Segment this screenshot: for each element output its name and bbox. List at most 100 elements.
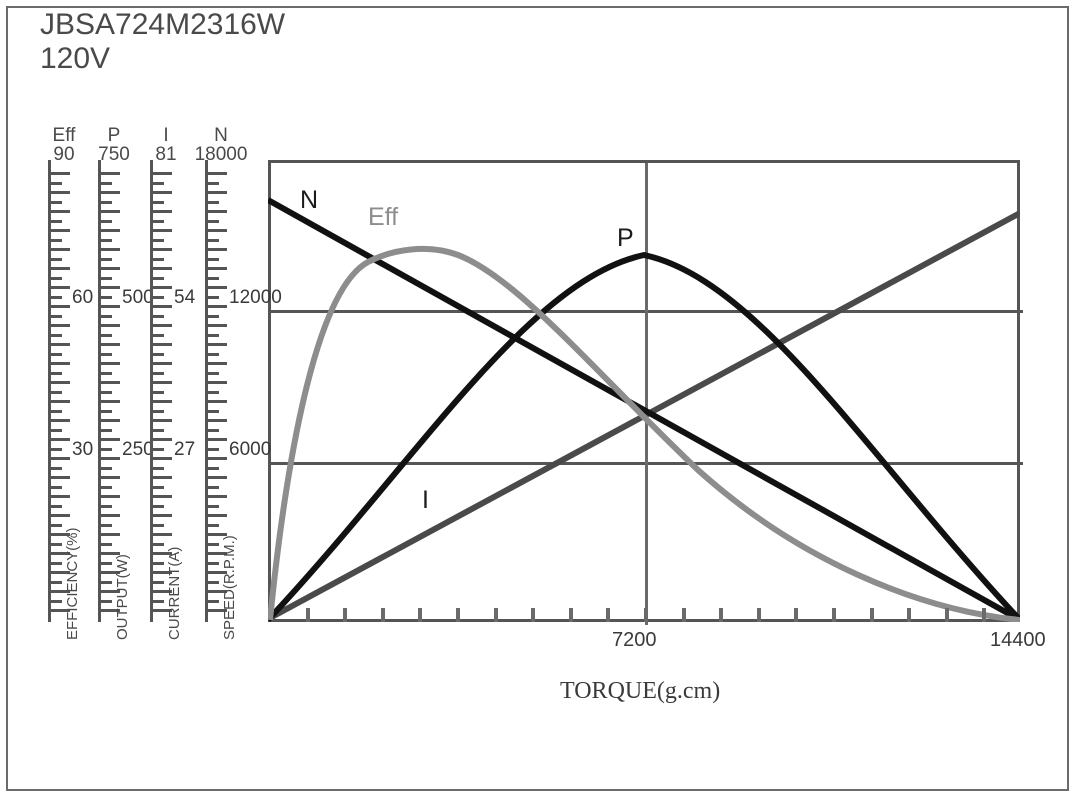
scale-tick — [51, 485, 62, 489]
xaxis-tick — [380, 608, 385, 622]
scale-tick — [51, 400, 70, 403]
scale-tick — [101, 362, 120, 365]
scale-tick — [101, 533, 120, 536]
scale-tick — [51, 466, 62, 470]
scale-tick — [101, 400, 120, 403]
scale-tick — [153, 324, 172, 327]
efficiency-curve — [268, 245, 1020, 622]
xaxis-tick — [756, 608, 761, 622]
scale-tick — [51, 428, 62, 432]
scale-tick — [208, 286, 227, 289]
xtick-label-max: 14400 — [990, 629, 1046, 651]
scale-tick — [153, 229, 172, 232]
curves-layer — [268, 197, 1020, 622]
scale-tick — [153, 533, 172, 536]
scale-tick — [51, 590, 70, 593]
xaxis-tick — [794, 608, 799, 622]
xaxis-tick — [907, 608, 912, 622]
scale-tick — [51, 495, 70, 498]
scale-mid-value: 60 — [72, 287, 94, 308]
scale-tick — [101, 504, 112, 508]
scale-tick — [101, 542, 112, 546]
xaxis-tick — [418, 608, 423, 622]
scale-tick — [51, 238, 62, 242]
scale-tick — [51, 381, 70, 384]
scale-tick — [208, 438, 227, 441]
scale-tick — [51, 523, 62, 527]
scale-tick — [101, 428, 112, 432]
scale-tick — [208, 200, 219, 204]
scale-tick — [153, 276, 164, 280]
scale-tick — [153, 343, 172, 346]
scale-tick — [153, 400, 172, 403]
scale-tick — [101, 580, 112, 584]
scale-tick — [208, 447, 219, 451]
scale-tick — [208, 324, 227, 327]
scale-tick — [208, 238, 219, 242]
scale-tick — [153, 352, 164, 356]
scale-tick — [101, 409, 112, 413]
scale-tick — [208, 276, 219, 280]
scale-axis-line — [98, 160, 101, 622]
scale-tick — [51, 419, 70, 422]
scale-tick — [51, 599, 62, 603]
scale-tick — [208, 191, 227, 194]
scale-top-value: 750 — [98, 144, 130, 165]
scale-tick — [208, 457, 227, 460]
xaxis-tick — [982, 608, 987, 622]
scale-tick — [101, 267, 120, 270]
xaxis-tick — [343, 608, 348, 622]
curve-label-power: P — [617, 224, 634, 252]
scale-tick — [153, 609, 172, 612]
scale-top-value: 90 — [53, 144, 75, 165]
scale-tick — [208, 333, 219, 337]
axis-caption-i: CURRENT(A) — [166, 546, 183, 640]
scale-tick — [51, 181, 62, 185]
scale-tick — [208, 181, 219, 185]
scale-tick — [101, 590, 120, 593]
scale-tick — [101, 371, 112, 375]
scale-tick — [51, 286, 70, 289]
scale-tick — [153, 333, 164, 337]
scale-tick — [208, 599, 219, 603]
scale-tick — [208, 561, 219, 565]
scale-tick — [101, 238, 112, 242]
scale-tick — [153, 381, 172, 384]
scale-tick — [51, 514, 70, 517]
scale-tick — [208, 352, 219, 356]
scale-tick — [51, 314, 62, 318]
scale-symbol: N — [214, 125, 228, 146]
xaxis-tick — [305, 608, 310, 622]
scale-tick — [208, 248, 227, 251]
scale-symbol: P — [107, 125, 121, 146]
scale-tick — [153, 438, 172, 441]
scale-tick — [208, 295, 219, 299]
axis-caption-n: SPEED(R.P.M.) — [221, 535, 238, 640]
scale-tick — [101, 457, 120, 460]
scale-tick — [51, 371, 62, 375]
scale-tick — [208, 542, 219, 546]
scale-tick — [208, 210, 227, 213]
scale-tick — [153, 485, 164, 489]
scale-tick — [101, 324, 120, 327]
scale-tick — [51, 305, 70, 308]
scale-caption-eff: Eff 90 — [34, 126, 94, 164]
scale-tick — [208, 400, 227, 403]
scale-tick — [208, 305, 227, 308]
scale-tick — [208, 229, 227, 232]
scale-low-value: 250 — [122, 439, 154, 460]
xaxis-tick — [944, 608, 949, 622]
xaxis-tick — [531, 608, 536, 622]
scale-tick — [153, 476, 172, 479]
scale-tick — [101, 571, 120, 574]
scale-tick — [208, 381, 227, 384]
scale-tick — [153, 210, 172, 213]
scale-tick — [153, 495, 172, 498]
scale-tick — [208, 476, 227, 479]
scale-tick — [51, 504, 62, 508]
scale-tick — [51, 210, 70, 213]
scale-tick — [51, 295, 62, 299]
scale-tick — [51, 476, 70, 479]
scale-tick — [51, 267, 70, 270]
scale-tick — [101, 609, 120, 612]
